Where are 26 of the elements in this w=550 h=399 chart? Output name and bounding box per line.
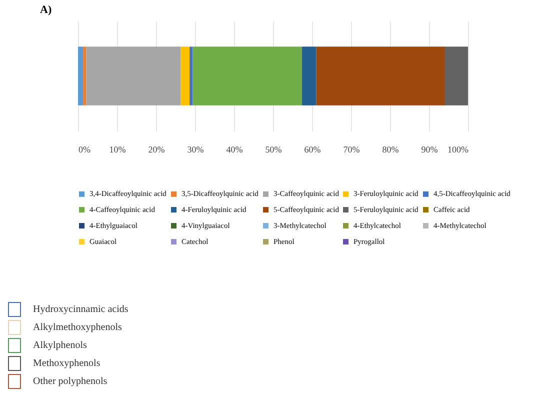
text: Hydroxycinnamic acids <box>33 304 128 314</box>
bar <box>302 46 316 106</box>
x-tick-label: 50% <box>265 144 282 154</box>
x-tick-label: 10% <box>109 144 126 154</box>
x-tick-label: 90% <box>421 144 438 154</box>
x-tick-label: 80% <box>382 144 400 154</box>
x-tick-label: 60% <box>304 144 322 154</box>
bar <box>316 46 445 106</box>
text: Alkylphenols <box>33 340 87 350</box>
x-tick-label: 30% <box>187 144 204 154</box>
x-tick-label: 40% <box>226 144 244 154</box>
chart-title: A) <box>40 4 52 16</box>
text: Methoxyphenols <box>33 358 100 368</box>
x-tick-label: 20% <box>148 144 166 154</box>
bar <box>444 46 468 106</box>
bar <box>78 46 84 106</box>
x-tick-label: 70% <box>343 144 360 154</box>
bar <box>190 46 193 106</box>
bar <box>192 46 302 106</box>
text: Other polyphenols <box>33 376 108 386</box>
x-tick-label: 100% <box>448 144 469 154</box>
x-tick-label: 0% <box>78 144 91 154</box>
bar <box>180 46 190 106</box>
bar <box>86 46 181 106</box>
text: Alkylmethoxyphenols <box>33 322 122 332</box>
bar <box>83 46 86 106</box>
